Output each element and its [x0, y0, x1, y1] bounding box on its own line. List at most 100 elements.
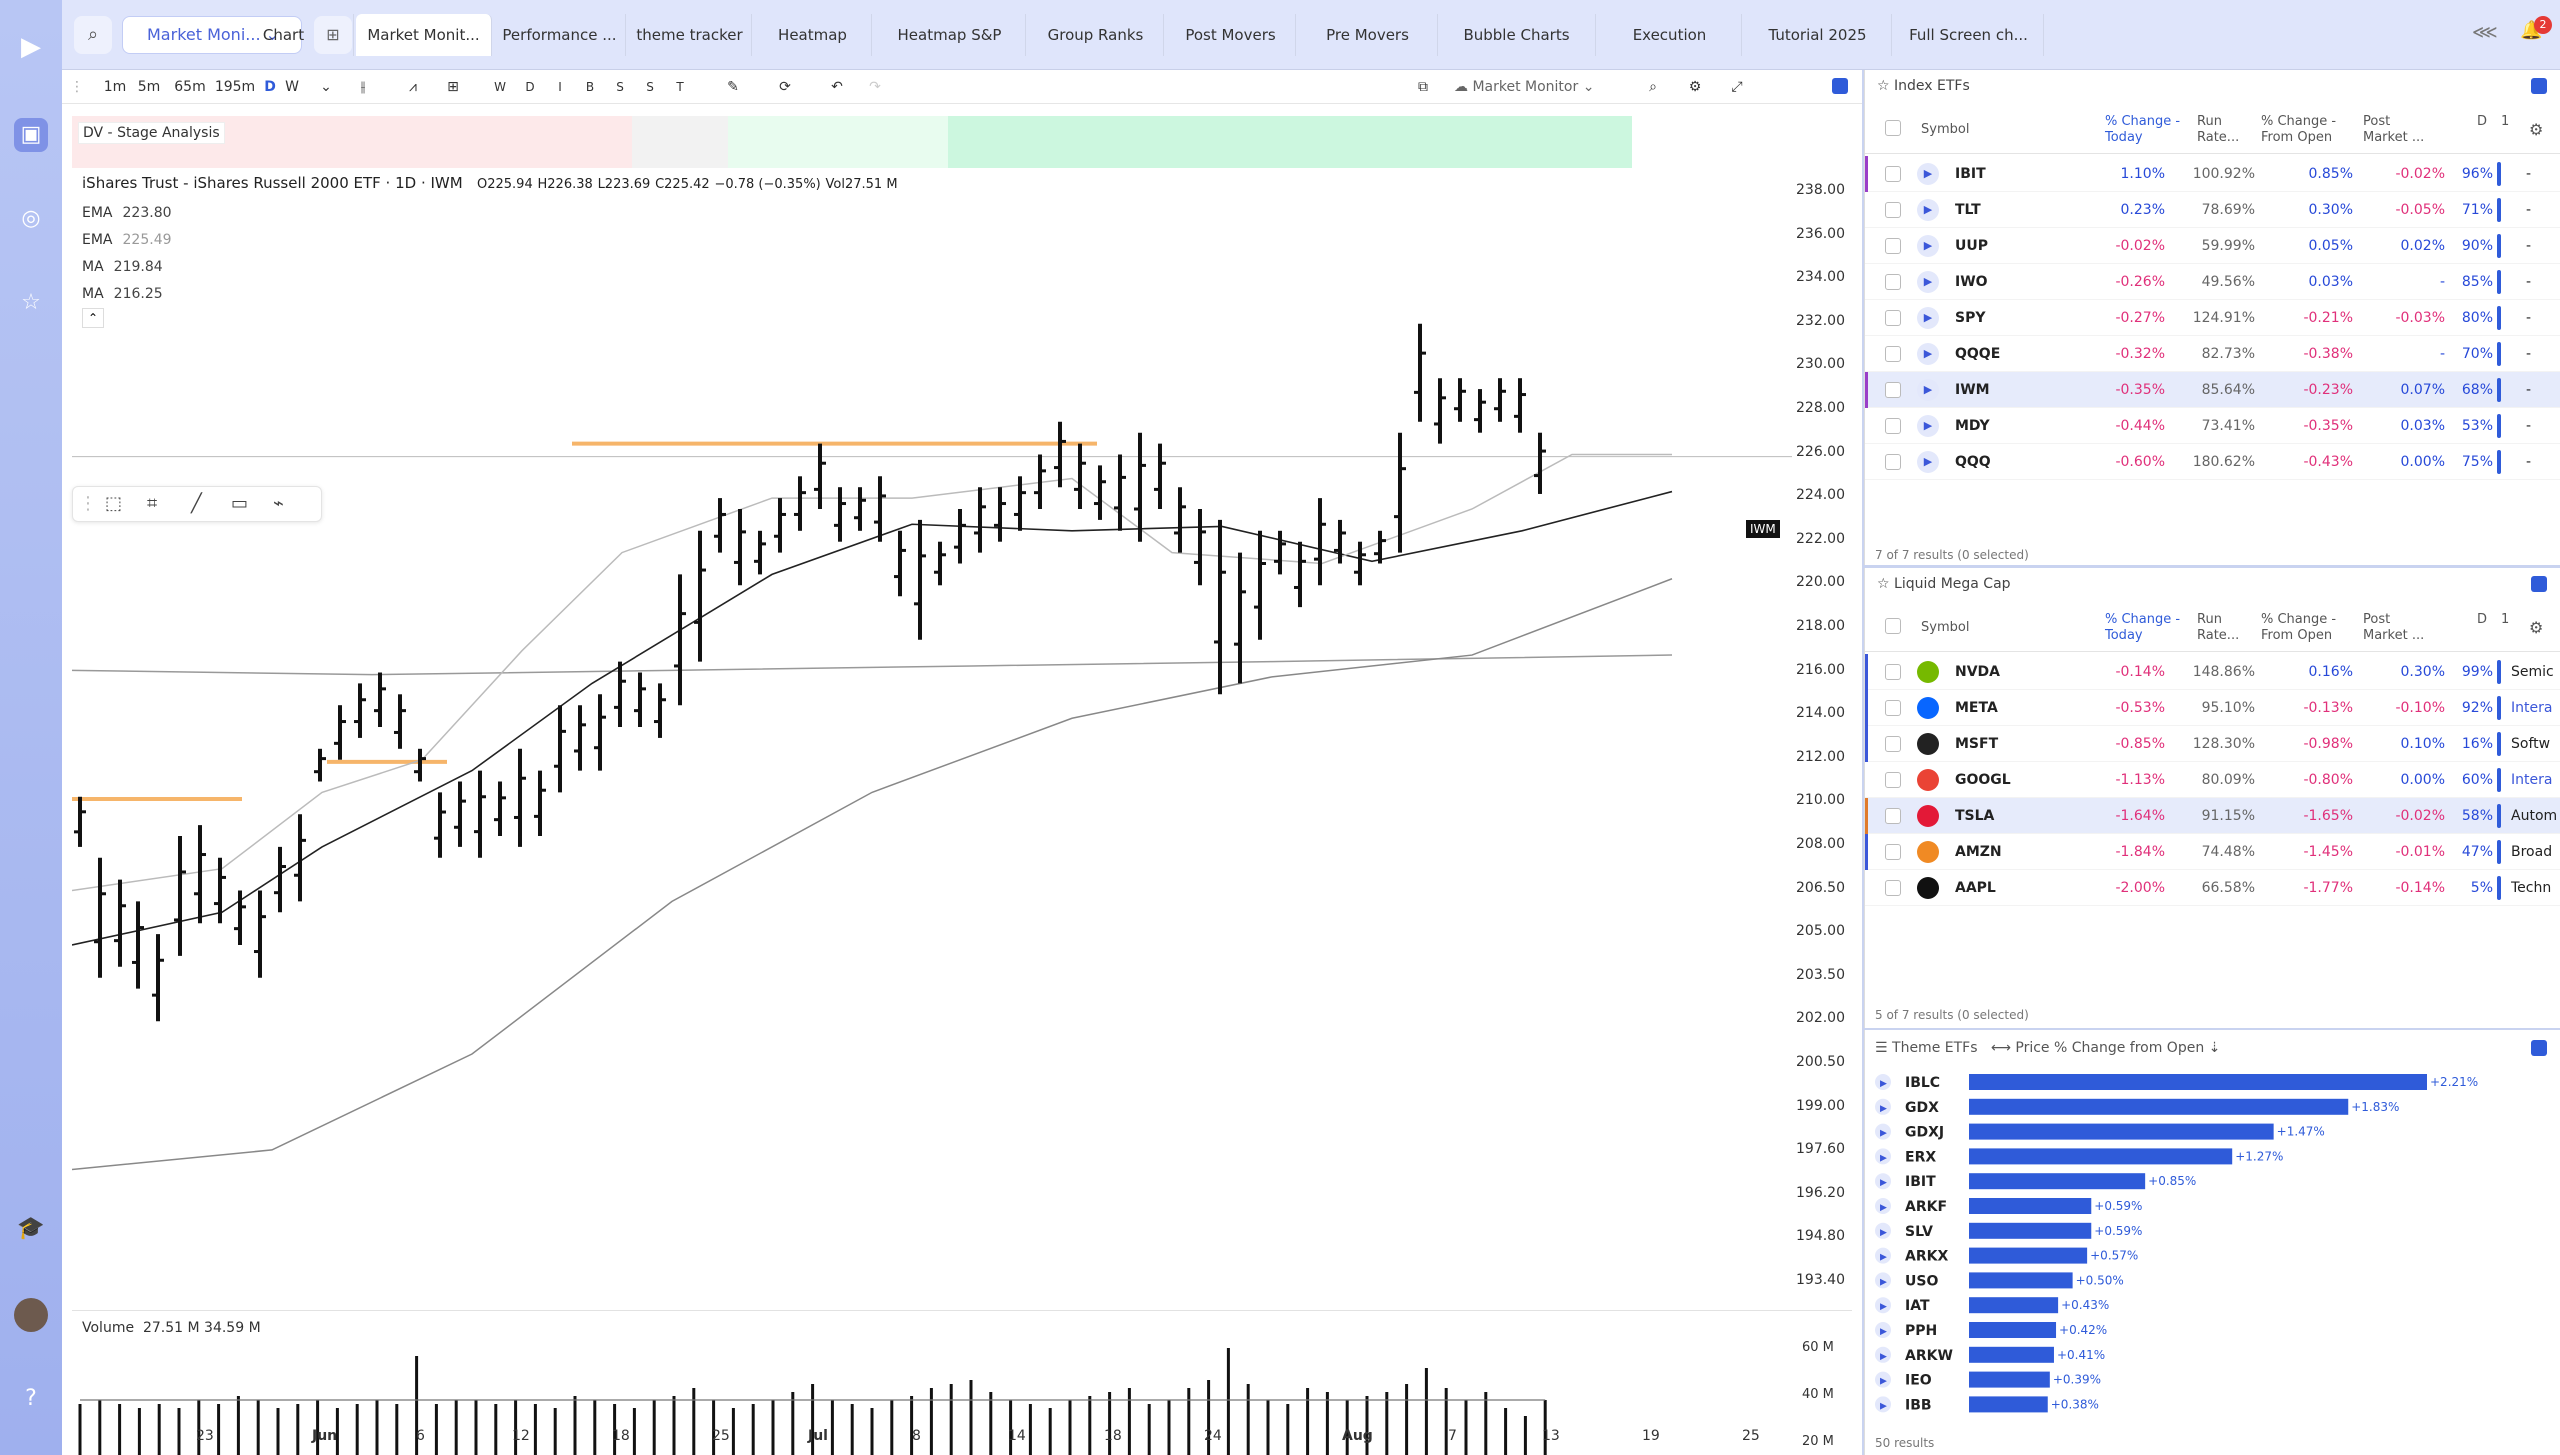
- brush-tool-icon[interactable]: ⌁: [273, 493, 284, 514]
- symbol[interactable]: IWM: [1955, 382, 1990, 398]
- theme-symbol[interactable]: ARKF: [1905, 1199, 1947, 1215]
- tab-7[interactable]: Post Movers: [1166, 14, 1296, 56]
- layout-name-dropdown[interactable]: ☁ Market Monitor ⌄: [1454, 79, 1595, 95]
- quick-button-5[interactable]: S: [646, 80, 654, 94]
- play-icon[interactable]: [1875, 1272, 1891, 1289]
- quick-button-4[interactable]: S: [616, 80, 624, 94]
- symbol[interactable]: META: [1955, 700, 1998, 716]
- theme-symbol[interactable]: GDX: [1905, 1100, 1939, 1116]
- tab-1[interactable]: Market Monit...: [356, 14, 492, 56]
- play-icon[interactable]: [1875, 1148, 1891, 1165]
- fullscreen-icon[interactable]: ⤢: [1731, 79, 1743, 95]
- row-checkbox[interactable]: [1885, 880, 1901, 896]
- theme-symbol[interactable]: IBB: [1905, 1397, 1932, 1413]
- row-checkbox[interactable]: [1885, 382, 1901, 398]
- quick-button-2[interactable]: I: [558, 80, 562, 94]
- tab-9[interactable]: Bubble Charts: [1438, 14, 1596, 56]
- play-icon[interactable]: ▶: [1917, 415, 1939, 437]
- symbol[interactable]: QQQ: [1955, 454, 1991, 470]
- play-icon[interactable]: [1875, 1322, 1891, 1338]
- panel-toggle-icon[interactable]: [2531, 576, 2547, 592]
- timeframe-65m[interactable]: 65m: [174, 79, 206, 95]
- change-open-header[interactable]: % Change - From Open: [2261, 612, 2337, 643]
- tab-4[interactable]: Heatmap: [754, 14, 872, 56]
- tab-3[interactable]: theme tracker: [628, 14, 752, 56]
- company-logo-icon[interactable]: [1917, 661, 1939, 683]
- tab-10[interactable]: Execution: [1598, 14, 1742, 56]
- change-today-header[interactable]: % Change - Today: [2105, 612, 2181, 643]
- collapse-legend-button[interactable]: ⌃: [82, 308, 104, 328]
- table-row[interactable]: ▶ IBIT 1.10% 100.92% 0.85% -0.02% 96% -: [1865, 156, 2560, 192]
- rectangle-tool-icon[interactable]: ⬚: [105, 493, 123, 514]
- drag-handle-icon[interactable]: ⋮: [70, 79, 84, 95]
- layout-icon[interactable]: ⧉: [1418, 79, 1428, 95]
- theme-symbol[interactable]: ARKW: [1905, 1348, 1953, 1364]
- play-icon[interactable]: ▶: [1917, 235, 1939, 257]
- play-icon[interactable]: ▶: [1917, 163, 1939, 185]
- play-icon[interactable]: [1875, 1098, 1891, 1115]
- row-checkbox[interactable]: [1885, 736, 1901, 752]
- play-icon[interactable]: ▶: [1917, 307, 1939, 329]
- theme-symbol[interactable]: IBLC: [1905, 1075, 1940, 1091]
- company-logo-icon[interactable]: [1917, 733, 1939, 755]
- play-icon[interactable]: [1875, 1173, 1891, 1190]
- layout-icon[interactable]: ▣: [14, 118, 48, 152]
- play-icon[interactable]: ▶: [1917, 379, 1939, 401]
- company-logo-icon[interactable]: [1917, 805, 1939, 827]
- table-row[interactable]: META -0.53% 95.10% -0.13% -0.10% 92% Intera: [1865, 690, 2560, 726]
- table-row[interactable]: ▶ UUP -0.02% 59.99% 0.05% 0.02% 90% -: [1865, 228, 2560, 264]
- change-today-header[interactable]: % Change - Today: [2105, 114, 2181, 145]
- settings-icon[interactable]: ⚙: [1688, 79, 1702, 95]
- play-icon[interactable]: [1875, 1074, 1891, 1090]
- share-icon[interactable]: ⋘: [2472, 22, 2498, 43]
- logo-icon[interactable]: ▶: [21, 32, 41, 62]
- symbol-header[interactable]: Symbol: [1921, 122, 1970, 137]
- price-chart[interactable]: [72, 170, 1792, 1310]
- table-row[interactable]: NVDA -0.14% 148.86% 0.16% 0.30% 99% Semic: [1865, 654, 2560, 690]
- row-checkbox[interactable]: [1885, 166, 1901, 182]
- symbol-header[interactable]: Symbol: [1921, 620, 1970, 635]
- row-checkbox[interactable]: [1885, 310, 1901, 326]
- star-icon[interactable]: ☆: [21, 290, 41, 315]
- row-checkbox[interactable]: [1885, 454, 1901, 470]
- line-tool-icon[interactable]: ╱: [191, 493, 202, 514]
- table-row[interactable]: AMZN -1.84% 74.48% -1.45% -0.01% 47% Broad: [1865, 834, 2560, 870]
- post-market-header[interactable]: Post Market ...: [2363, 114, 2425, 145]
- row-checkbox[interactable]: [1885, 844, 1901, 860]
- d-header[interactable]: D: [2477, 114, 2488, 129]
- row-checkbox[interactable]: [1885, 664, 1901, 680]
- row-checkbox[interactable]: [1885, 346, 1901, 362]
- play-icon[interactable]: [1875, 1123, 1891, 1140]
- theme-symbol[interactable]: ARKX: [1905, 1249, 1948, 1265]
- one-header[interactable]: 1: [2501, 612, 2510, 627]
- symbol[interactable]: NVDA: [1955, 664, 2001, 680]
- table-row[interactable]: ▶ SPY -0.27% 124.91% -0.21% -0.03% 80% -: [1865, 300, 2560, 336]
- theme-symbol[interactable]: PPH: [1905, 1323, 1937, 1339]
- play-icon[interactable]: [1875, 1198, 1891, 1214]
- symbol[interactable]: QQQE: [1955, 346, 2001, 362]
- symbol[interactable]: IBIT: [1955, 166, 1986, 182]
- symbol[interactable]: MDY: [1955, 418, 1990, 434]
- layout-grid-icon[interactable]: ⊞: [314, 16, 352, 54]
- theme-symbol[interactable]: ERX: [1905, 1149, 1936, 1165]
- symbol[interactable]: TSLA: [1955, 808, 1995, 824]
- theme-symbol[interactable]: IAT: [1905, 1298, 1930, 1314]
- undo-icon[interactable]: ↶: [831, 79, 843, 95]
- tab-12[interactable]: Full Screen ch...: [1894, 14, 2044, 56]
- company-logo-icon[interactable]: [1917, 769, 1939, 791]
- play-icon[interactable]: ▶: [1917, 343, 1939, 365]
- row-checkbox[interactable]: [1885, 238, 1901, 254]
- tab-6[interactable]: Group Ranks: [1028, 14, 1164, 56]
- row-checkbox[interactable]: [1885, 274, 1901, 290]
- play-icon[interactable]: ▶: [1917, 199, 1939, 221]
- table-row[interactable]: TSLA -1.64% 91.15% -1.65% -0.02% 58% Autom: [1865, 798, 2560, 834]
- timeframe-1m[interactable]: 1m: [103, 79, 127, 95]
- comment-tool-icon[interactable]: ▭: [231, 493, 249, 514]
- play-icon[interactable]: [1875, 1297, 1891, 1314]
- table-row[interactable]: ▶ IWM -0.35% 85.64% -0.23% 0.07% 68% -: [1865, 372, 2560, 408]
- symbol[interactable]: IWO: [1955, 274, 1988, 290]
- symbol[interactable]: AMZN: [1955, 844, 2002, 860]
- settings-icon[interactable]: ⚙: [2529, 618, 2544, 637]
- theme-symbol[interactable]: SLV: [1905, 1224, 1933, 1240]
